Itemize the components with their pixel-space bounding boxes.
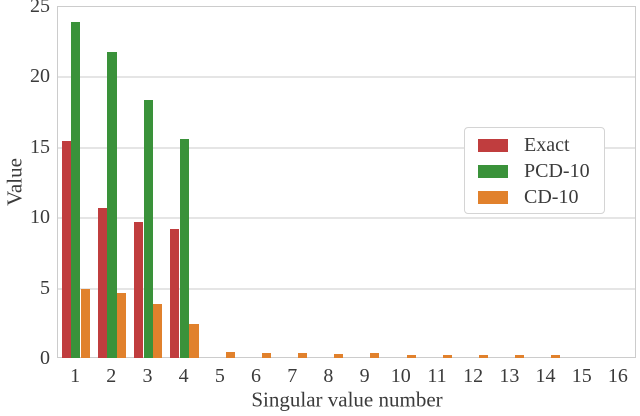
bar-pcd-10-2 — [107, 52, 117, 358]
legend-item-exact: Exact — [465, 132, 604, 158]
y-tick-20: 20 — [30, 65, 50, 88]
y-axis-label: Value — [2, 158, 27, 206]
x-tick-11: 11 — [427, 365, 447, 387]
gridline-y-10 — [58, 217, 635, 220]
y-tick-0: 0 — [40, 347, 50, 369]
x-axis-label: Singular value number — [251, 387, 443, 412]
bar-cd-10-13 — [515, 355, 525, 358]
bar-cd-10-14 — [551, 355, 561, 358]
legend-label-cd-10: CD-10 — [524, 186, 579, 208]
bar-cd-10-3 — [153, 304, 163, 358]
legend-swatch-exact — [478, 138, 508, 152]
x-tick-2: 2 — [106, 365, 117, 387]
legend-item-cd-10: CD-10 — [465, 184, 604, 210]
bar-pcd-10-4 — [179, 139, 189, 358]
x-tick-4: 4 — [178, 365, 189, 387]
gridline-y-5 — [58, 287, 635, 290]
bar-cd-10-4 — [189, 323, 199, 358]
bar-cd-10-10 — [406, 354, 416, 358]
bar-exact-1 — [61, 140, 71, 358]
x-tick-9: 9 — [359, 365, 370, 387]
y-tick-10: 10 — [30, 206, 50, 229]
bar-exact-4 — [170, 229, 180, 358]
x-tick-8: 8 — [323, 365, 334, 387]
bar-cd-10-8 — [334, 354, 344, 358]
bar-cd-10-7 — [298, 352, 308, 358]
x-tick-3: 3 — [142, 365, 153, 387]
bar-cd-10-2 — [117, 292, 127, 358]
x-tick-16: 16 — [607, 365, 628, 387]
bar-cd-10-1 — [80, 288, 90, 358]
y-tick-5: 5 — [40, 276, 50, 299]
bar-exact-3 — [133, 222, 144, 358]
legend: Exact PCD-10 CD-10 — [464, 127, 605, 214]
bar-exact-2 — [97, 208, 107, 358]
bar-cd-10-6 — [261, 353, 271, 358]
x-tick-6: 6 — [251, 365, 262, 387]
x-tick-10: 10 — [390, 365, 411, 387]
x-tick-13: 13 — [499, 365, 520, 387]
y-tick-15: 15 — [30, 135, 50, 158]
x-tick-1: 1 — [70, 365, 81, 387]
bar-cd-10-12 — [478, 355, 489, 358]
x-tick-12: 12 — [463, 365, 484, 387]
x-tick-15: 15 — [571, 365, 592, 387]
legend-label-pcd-10: PCD-10 — [524, 160, 590, 182]
legend-swatch-pcd-10 — [478, 164, 508, 178]
bar-pcd-10-1 — [71, 22, 81, 358]
x-tick-7: 7 — [287, 365, 298, 387]
legend-item-pcd-10: PCD-10 — [465, 158, 604, 184]
x-tick-14: 14 — [535, 365, 556, 387]
bar-cd-10-5 — [225, 351, 235, 358]
legend-label-exact: Exact — [524, 134, 570, 156]
bar-pcd-10-3 — [143, 99, 153, 358]
y-tick-25: 25 — [30, 0, 50, 17]
x-tick-5: 5 — [214, 365, 225, 387]
bar-cd-10-11 — [442, 355, 452, 358]
legend-swatch-cd-10 — [478, 190, 508, 204]
gridline-y-15 — [58, 146, 635, 149]
gridline-y-20 — [58, 76, 635, 79]
bar-cd-10-9 — [370, 353, 380, 358]
